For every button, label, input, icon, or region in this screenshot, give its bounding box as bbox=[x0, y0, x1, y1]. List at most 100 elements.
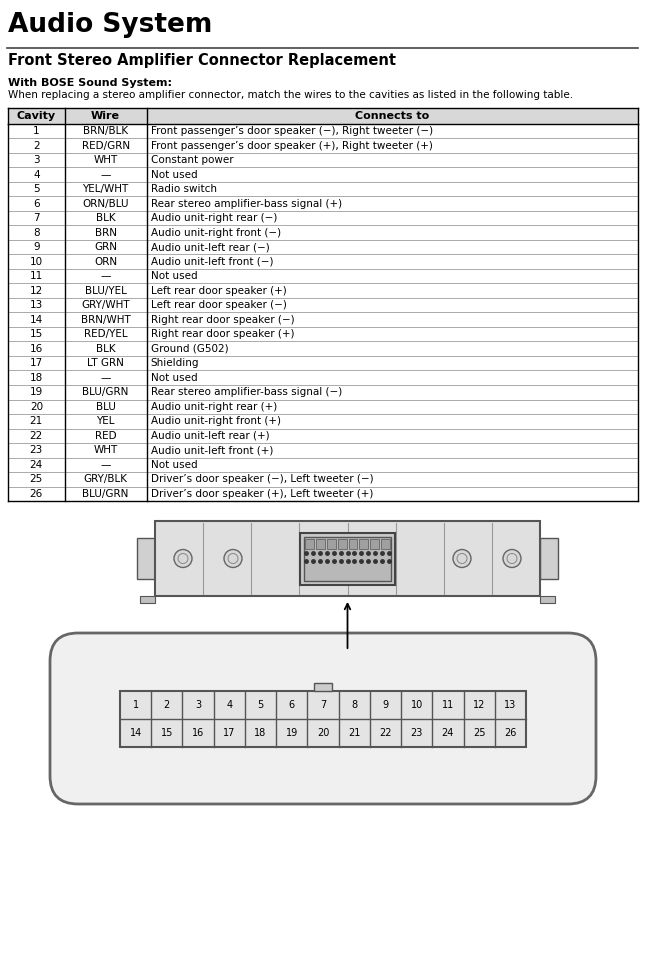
Text: 26: 26 bbox=[30, 489, 43, 499]
Text: 6: 6 bbox=[33, 199, 39, 209]
Bar bbox=[120, 690, 526, 747]
Text: Constant power: Constant power bbox=[151, 156, 233, 165]
Text: —: — bbox=[100, 271, 111, 282]
Text: 15: 15 bbox=[30, 329, 43, 339]
Text: 10: 10 bbox=[30, 257, 43, 266]
Text: —: — bbox=[100, 170, 111, 180]
Text: BLU/GRN: BLU/GRN bbox=[82, 387, 129, 397]
Circle shape bbox=[174, 549, 192, 567]
Bar bbox=[8, 225, 638, 240]
Bar bbox=[316, 539, 325, 548]
Text: GRN: GRN bbox=[94, 243, 117, 252]
Text: 14: 14 bbox=[30, 315, 43, 325]
Text: ORN: ORN bbox=[94, 257, 117, 266]
Bar bbox=[8, 138, 638, 153]
Text: BLU: BLU bbox=[96, 402, 116, 412]
Text: WHT: WHT bbox=[94, 156, 118, 165]
Text: 12: 12 bbox=[473, 699, 485, 710]
Text: 25: 25 bbox=[473, 728, 485, 737]
Text: 17: 17 bbox=[30, 358, 43, 369]
Text: 2: 2 bbox=[33, 140, 39, 151]
Text: 20: 20 bbox=[30, 402, 43, 412]
Text: 8: 8 bbox=[33, 227, 39, 238]
Text: Audio unit-right front (+): Audio unit-right front (+) bbox=[151, 416, 281, 426]
Bar bbox=[8, 385, 638, 399]
Text: 13: 13 bbox=[504, 699, 516, 710]
Text: Rear stereo amplifier-bass signal (−): Rear stereo amplifier-bass signal (−) bbox=[151, 387, 342, 397]
Circle shape bbox=[224, 549, 242, 567]
Text: 6: 6 bbox=[289, 699, 295, 710]
Bar bbox=[8, 371, 638, 385]
Text: 24: 24 bbox=[30, 459, 43, 470]
Text: Wire: Wire bbox=[91, 111, 120, 121]
Bar bbox=[300, 533, 395, 584]
Text: Audio unit-right front (−): Audio unit-right front (−) bbox=[151, 227, 281, 238]
Text: 20: 20 bbox=[317, 728, 329, 737]
Text: Not used: Not used bbox=[151, 372, 197, 383]
Bar bbox=[8, 108, 638, 124]
Bar bbox=[8, 254, 638, 269]
Text: YEL/WHT: YEL/WHT bbox=[83, 184, 129, 194]
Bar bbox=[8, 312, 638, 327]
Text: Left rear door speaker (−): Left rear door speaker (−) bbox=[151, 300, 287, 310]
Text: Driver’s door speaker (−), Left tweeter (−): Driver’s door speaker (−), Left tweeter … bbox=[151, 475, 373, 484]
Text: 10: 10 bbox=[411, 699, 423, 710]
Text: LT GRN: LT GRN bbox=[87, 358, 124, 369]
Text: 23: 23 bbox=[410, 728, 423, 737]
Text: 16: 16 bbox=[30, 344, 43, 353]
Text: Audio unit-left rear (+): Audio unit-left rear (+) bbox=[151, 431, 269, 441]
Text: 14: 14 bbox=[129, 728, 142, 737]
Bar bbox=[338, 539, 347, 548]
FancyBboxPatch shape bbox=[50, 633, 596, 804]
Bar bbox=[314, 683, 332, 690]
Text: GRY/WHT: GRY/WHT bbox=[82, 300, 130, 310]
Bar bbox=[140, 596, 155, 603]
Text: GRY/BLK: GRY/BLK bbox=[83, 475, 127, 484]
Bar bbox=[8, 298, 638, 312]
Text: 3: 3 bbox=[33, 156, 39, 165]
Text: 12: 12 bbox=[30, 286, 43, 296]
Text: 26: 26 bbox=[504, 728, 516, 737]
Bar bbox=[8, 342, 638, 356]
Text: BRN: BRN bbox=[94, 227, 116, 238]
Text: 13: 13 bbox=[30, 300, 43, 310]
Text: 9: 9 bbox=[33, 243, 39, 252]
Bar bbox=[327, 539, 336, 548]
Text: BRN/WHT: BRN/WHT bbox=[81, 315, 131, 325]
Bar bbox=[137, 538, 155, 579]
Bar bbox=[359, 539, 368, 548]
Text: 21: 21 bbox=[30, 416, 43, 426]
Text: Front passenger’s door speaker (−), Right tweeter (−): Front passenger’s door speaker (−), Righ… bbox=[151, 126, 433, 137]
Bar bbox=[8, 269, 638, 284]
Text: 22: 22 bbox=[379, 728, 391, 737]
Bar bbox=[155, 521, 540, 596]
Text: Ground (G502): Ground (G502) bbox=[151, 344, 228, 353]
Text: Audio unit-left rear (−): Audio unit-left rear (−) bbox=[151, 243, 269, 252]
Text: Right rear door speaker (−): Right rear door speaker (−) bbox=[151, 315, 294, 325]
Text: Audio unit-left front (−): Audio unit-left front (−) bbox=[151, 257, 273, 266]
Text: 24: 24 bbox=[442, 728, 454, 737]
Text: —: — bbox=[100, 459, 111, 470]
Bar bbox=[8, 284, 638, 298]
Bar bbox=[540, 538, 558, 579]
Text: 18: 18 bbox=[30, 372, 43, 383]
Bar bbox=[8, 486, 638, 501]
Bar bbox=[8, 443, 638, 457]
Text: 3: 3 bbox=[195, 699, 201, 710]
Text: With BOSE Sound System:: With BOSE Sound System: bbox=[8, 78, 172, 88]
Text: BLU/GRN: BLU/GRN bbox=[82, 489, 129, 499]
Text: ORN/BLU: ORN/BLU bbox=[82, 199, 129, 209]
Bar bbox=[8, 167, 638, 182]
Bar bbox=[8, 327, 638, 342]
Text: 4: 4 bbox=[226, 699, 232, 710]
Circle shape bbox=[503, 549, 521, 567]
Text: Connects to: Connects to bbox=[355, 111, 430, 121]
Bar bbox=[8, 182, 638, 197]
Text: 1: 1 bbox=[33, 126, 39, 137]
Text: BLK: BLK bbox=[96, 213, 115, 223]
Text: BRN/BLK: BRN/BLK bbox=[83, 126, 128, 137]
Text: BLU/YEL: BLU/YEL bbox=[85, 286, 127, 296]
Text: 18: 18 bbox=[254, 728, 267, 737]
Bar bbox=[8, 399, 638, 414]
Text: 8: 8 bbox=[351, 699, 357, 710]
